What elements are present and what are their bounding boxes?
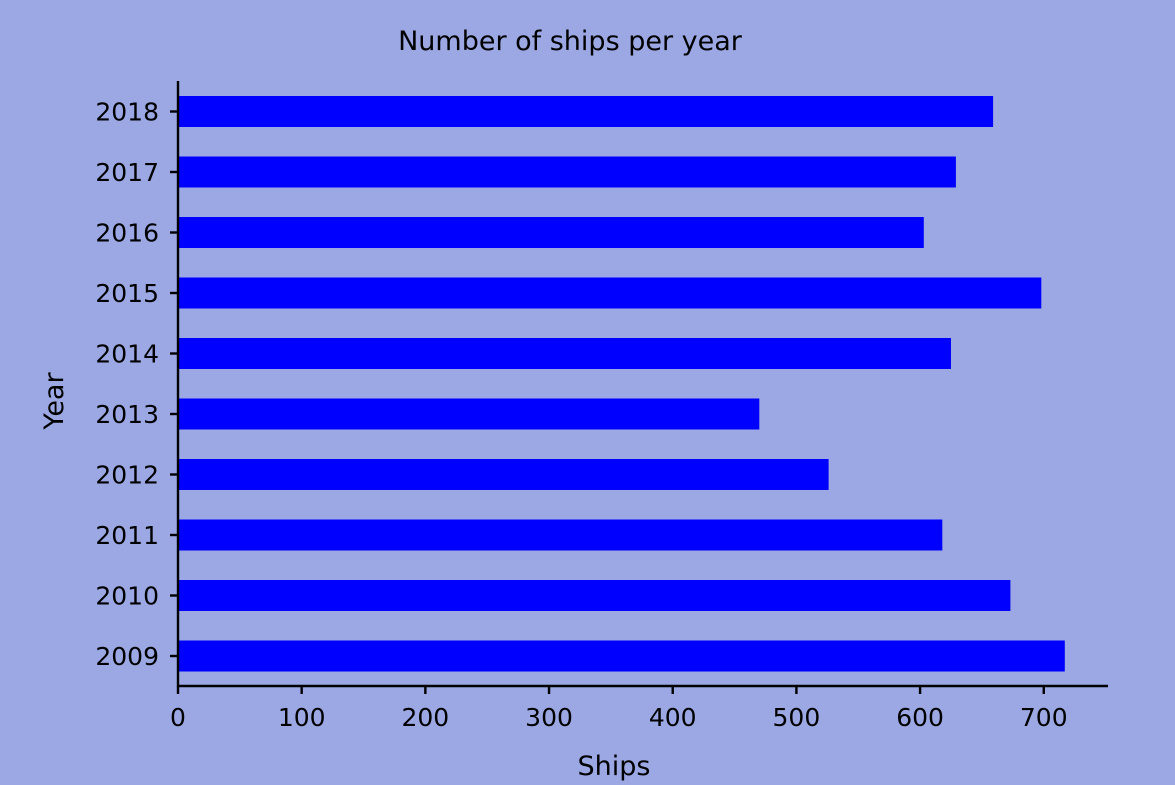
- y-ticks-layer: 2009 2010 2011 2012 2013 2014 2015 2016 2017 2018: [95, 98, 178, 671]
- y-tick-label-2010: 2010: [95, 582, 159, 611]
- bar-2009: [178, 640, 1065, 672]
- bar-2014: [178, 338, 951, 369]
- x-tick-label-100: 100: [278, 703, 326, 732]
- bar-2010: [178, 580, 1011, 611]
- y-tick-label-2015: 2015: [95, 279, 159, 308]
- y-tick-label-2013: 2013: [95, 400, 159, 429]
- x-axis-title: Ships: [578, 751, 651, 782]
- x-tick-label-500: 500: [773, 703, 821, 732]
- bar-2015: [178, 277, 1042, 309]
- y-tick-label-2018: 2018: [95, 98, 159, 127]
- x-ticks-layer: 0 100 200 300 400 500 600 700: [170, 686, 1068, 732]
- bars-layer: [178, 96, 1065, 672]
- y-tick-label-2016: 2016: [95, 219, 159, 248]
- x-tick-label-600: 600: [896, 703, 944, 732]
- chart-title: Number of ships per year: [398, 26, 743, 57]
- y-tick-label-2012: 2012: [95, 461, 159, 490]
- bar-2018: [178, 96, 994, 127]
- y-axis-title: Year: [39, 372, 70, 431]
- x-tick-label-200: 200: [402, 703, 450, 732]
- bar-2016: [178, 217, 924, 248]
- y-tick-label-2011: 2011: [95, 521, 159, 550]
- y-tick-label-2014: 2014: [95, 340, 159, 369]
- bar-2013: [178, 398, 760, 430]
- y-tick-label-2009: 2009: [95, 642, 159, 671]
- x-tick-label-0: 0: [170, 703, 186, 732]
- bar-2012: [178, 459, 829, 490]
- bar-2011: [178, 519, 943, 551]
- x-tick-label-700: 700: [1020, 703, 1068, 732]
- bar-2017: [178, 156, 956, 188]
- x-tick-label-400: 400: [649, 703, 697, 732]
- y-tick-label-2017: 2017: [95, 158, 159, 187]
- x-tick-label-300: 300: [525, 703, 573, 732]
